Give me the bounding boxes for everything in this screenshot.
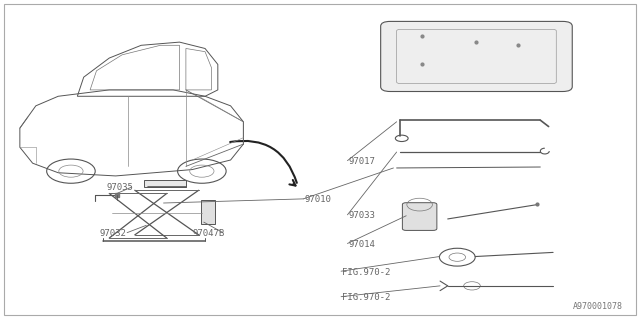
Text: FIG.970-2: FIG.970-2 [342,268,391,277]
FancyBboxPatch shape [381,21,572,92]
FancyArrowPatch shape [230,141,297,183]
FancyBboxPatch shape [403,203,437,230]
Text: 97047B: 97047B [192,229,225,238]
Text: 97032: 97032 [100,229,127,238]
Text: 97017: 97017 [349,157,376,166]
Text: 97033: 97033 [349,211,376,220]
Text: 97035: 97035 [106,183,133,192]
FancyBboxPatch shape [145,180,186,187]
Text: A970001078: A970001078 [573,302,623,311]
Text: 97014: 97014 [349,240,376,249]
Text: FIG.970-2: FIG.970-2 [342,293,391,302]
Text: 97010: 97010 [304,195,331,204]
FancyBboxPatch shape [200,200,214,224]
